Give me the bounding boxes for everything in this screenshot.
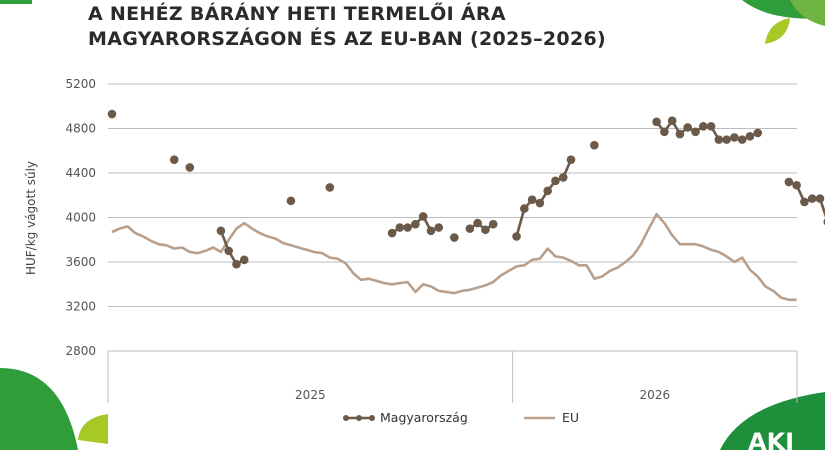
legend-item-hu: Magyarország bbox=[343, 410, 468, 425]
series-group bbox=[107, 109, 825, 302]
data-point-hu bbox=[520, 204, 529, 213]
data-point-hu bbox=[535, 198, 545, 208]
data-point-hu bbox=[698, 121, 708, 131]
chart-title: A NEHÉZ BÁRÁNY HETI TERMELŐI ÁRA MAGYARO… bbox=[88, 2, 606, 52]
data-point-hu bbox=[652, 117, 661, 127]
series-line-eu bbox=[111, 212, 797, 302]
chart-title-line1: A NEHÉZ BÁRÁNY HETI TERMELŐI ÁRA bbox=[88, 3, 506, 25]
data-point-hu bbox=[753, 128, 763, 138]
data-point-hu bbox=[224, 246, 233, 256]
data-point-hu bbox=[107, 109, 117, 119]
data-point-hu bbox=[784, 177, 794, 187]
data-point-hu bbox=[543, 186, 552, 196]
data-point-hu bbox=[185, 163, 195, 172]
data-point-hu bbox=[216, 226, 226, 236]
data-point-hu bbox=[325, 183, 335, 192]
data-point-hu bbox=[800, 197, 809, 207]
data-point-hu bbox=[387, 228, 397, 238]
decoration-top-left bbox=[0, 0, 32, 4]
data-point-hu bbox=[745, 131, 755, 141]
y-tick-label: 5200 bbox=[65, 77, 96, 91]
decoration-leaf-mid bbox=[790, 0, 825, 26]
data-point-hu bbox=[512, 232, 521, 241]
legend-hu-marker bbox=[356, 415, 362, 421]
y-tick-label: 3600 bbox=[65, 255, 96, 269]
data-point-hu bbox=[558, 173, 568, 182]
y-axis-ticks: 2800 3200 3600 4000 4400 4800 5200 bbox=[65, 77, 96, 358]
data-point-hu bbox=[807, 194, 817, 203]
decoration-leaf-light bbox=[78, 414, 108, 444]
data-point-hu bbox=[566, 155, 576, 164]
x-axis: 2025 2026 bbox=[107, 351, 798, 403]
decoration-leaf-dark bbox=[0, 368, 78, 450]
y-tick-label: 2800 bbox=[65, 344, 96, 358]
data-point-hu bbox=[691, 127, 700, 137]
data-point-hu bbox=[403, 223, 412, 232]
logo-text: AKI bbox=[748, 428, 794, 450]
data-point-hu bbox=[434, 223, 444, 232]
legend-item-eu: EU bbox=[524, 410, 579, 425]
y-tick-label: 3200 bbox=[65, 300, 96, 314]
data-point-hu bbox=[730, 133, 739, 142]
legend-hu-label: Magyarország bbox=[380, 410, 468, 425]
data-point-hu bbox=[418, 212, 428, 221]
legend-eu-label: EU bbox=[562, 410, 579, 425]
data-point-hu bbox=[722, 135, 731, 144]
data-point-hu bbox=[286, 196, 296, 206]
y-tick-label: 4400 bbox=[65, 166, 96, 180]
legend: Magyarország EU bbox=[343, 410, 579, 425]
data-point-hu bbox=[675, 129, 685, 139]
data-point-hu bbox=[426, 226, 436, 236]
data-point-hu bbox=[395, 223, 405, 232]
legend-hu-marker bbox=[369, 415, 375, 421]
grid bbox=[108, 83, 797, 352]
data-point-hu bbox=[488, 219, 498, 229]
y-tick-label: 4000 bbox=[65, 211, 96, 225]
data-point-hu bbox=[660, 127, 669, 137]
data-point-hu bbox=[411, 219, 420, 229]
decoration-bar bbox=[0, 0, 32, 4]
data-point-hu bbox=[450, 233, 459, 242]
legend-hu-marker bbox=[343, 415, 349, 421]
data-point-hu bbox=[473, 218, 482, 228]
data-point-hu bbox=[232, 259, 241, 269]
decoration-leaf-light bbox=[765, 18, 790, 44]
data-point-hu bbox=[465, 224, 475, 233]
aki-logo: AKI bbox=[720, 392, 825, 450]
decoration-top-right bbox=[742, 0, 825, 44]
data-point-hu bbox=[714, 135, 724, 144]
data-point-hu bbox=[737, 135, 747, 144]
data-point-hu bbox=[590, 140, 599, 150]
x-tick-label-year: 2026 bbox=[640, 388, 671, 402]
decoration-bottom-left bbox=[0, 368, 108, 450]
data-point-hu bbox=[239, 255, 249, 265]
y-axis-label: HUF/kg vágott súly bbox=[24, 161, 38, 275]
x-tick-label-year: 2025 bbox=[295, 388, 326, 402]
data-point-hu bbox=[792, 180, 801, 190]
data-point-hu bbox=[481, 225, 490, 235]
data-point-hu bbox=[706, 121, 716, 131]
chart-title-line2: MAGYARORSZÁGON ÉS AZ EU-BAN (2025–2026) bbox=[88, 28, 606, 50]
data-point-hu bbox=[551, 176, 560, 186]
data-point-hu bbox=[667, 116, 677, 126]
logo-badge bbox=[720, 392, 825, 450]
data-point-hu bbox=[169, 155, 179, 164]
data-point-hu bbox=[527, 195, 537, 204]
data-point-hu bbox=[683, 123, 693, 132]
data-point-hu bbox=[815, 194, 825, 203]
y-tick-label: 4800 bbox=[65, 122, 96, 136]
series-segment-hu bbox=[515, 208, 526, 237]
